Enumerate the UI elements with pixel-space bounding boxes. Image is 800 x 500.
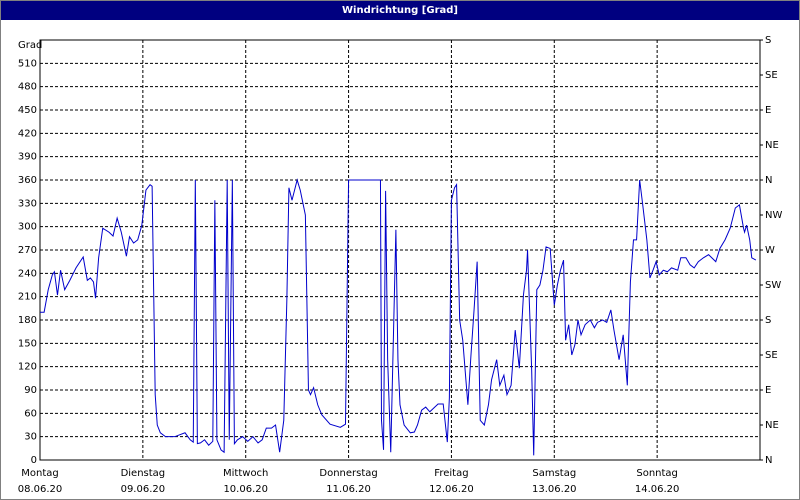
title-bar — [0, 0, 800, 20]
y-tick-label: 90 — [24, 385, 37, 396]
y2-tick-label: NE — [765, 420, 779, 431]
y2-tick-label: NE — [765, 140, 779, 151]
y-tick-label: 390 — [18, 152, 37, 163]
y-tick-label: 210 — [18, 292, 37, 303]
y2-tick-label: S — [765, 35, 771, 46]
x-tick-label: Sonntag — [636, 468, 678, 479]
y2-tick-label: S — [765, 315, 771, 326]
x-tick-label: Dienstag — [121, 468, 166, 479]
x-tick-label: Samstag — [532, 468, 576, 479]
y2-tick-label: SW — [765, 280, 781, 291]
x-tick-date: 10.06.20 — [223, 484, 268, 495]
y-axis-label: Grad — [18, 40, 42, 51]
x-tick-label: Donnerstag — [319, 468, 377, 479]
x-tick-date: 08.06.20 — [18, 484, 63, 495]
y-tick-label: 510 — [18, 58, 37, 69]
x-tick-date: 13.06.20 — [532, 484, 577, 495]
plot-frame — [39, 39, 761, 461]
wind-direction-line — [40, 178, 757, 456]
x-tick-label: Montag — [21, 468, 58, 479]
y-tick-label: 330 — [18, 198, 37, 209]
y-tick-label: 360 — [18, 175, 37, 186]
x-tick-date: 12.06.20 — [429, 484, 474, 495]
x-tick-label: Mittwoch — [223, 468, 268, 479]
y2-tick-label: SE — [765, 70, 778, 81]
y-tick-label: 60 — [24, 408, 37, 419]
y-tick-label: 180 — [18, 315, 37, 326]
y2-tick-label: W — [765, 245, 775, 256]
y2-tick-label: E — [765, 105, 771, 116]
x-tick-date: 09.06.20 — [121, 484, 166, 495]
chart-title: Windrichtung [Grad] — [342, 5, 458, 16]
y-tick-label: 420 — [18, 128, 37, 139]
y-tick-label: 0 — [31, 455, 37, 466]
y-tick-label: 450 — [18, 105, 37, 116]
x-tick-label: Freitag — [434, 468, 468, 479]
y-tick-label: 300 — [18, 222, 37, 233]
x-tick-date: 14.06.20 — [635, 484, 680, 495]
y-tick-label: 240 — [18, 268, 37, 279]
y2-tick-label: N — [765, 175, 772, 186]
y-tick-label: 270 — [18, 245, 37, 256]
y-tick-label: 150 — [18, 338, 37, 349]
y2-tick-label: N — [765, 455, 772, 466]
x-tick-date: 11.06.20 — [326, 484, 371, 495]
y2-tick-label: SE — [765, 350, 778, 361]
y-tick-label: 120 — [18, 362, 37, 373]
y2-tick-label: E — [765, 385, 771, 396]
y2-tick-label: NW — [765, 210, 782, 221]
y-tick-label: 480 — [18, 82, 37, 93]
y-tick-label: 30 — [24, 432, 37, 443]
